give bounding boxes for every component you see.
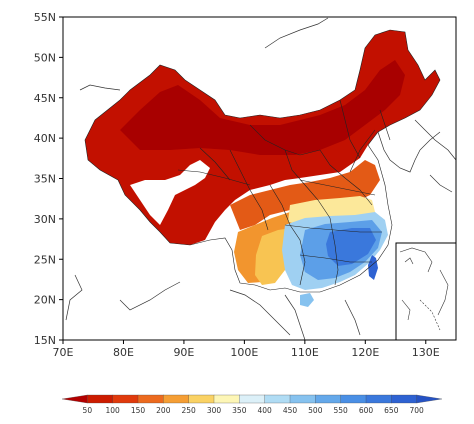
lon-label: 110E <box>291 346 319 359</box>
lat-label: 20N <box>34 294 56 307</box>
colorbar-label: 600 <box>359 406 374 415</box>
latitude-labels: 55N 50N 45N 40N 35N 30N 25N 20N 15N <box>34 11 56 347</box>
colorbar-segment <box>365 394 392 404</box>
lon-label: 130E <box>412 346 440 359</box>
colorbar-segment <box>416 394 443 404</box>
colorbar-segment <box>163 394 190 404</box>
lon-label: 90E <box>173 346 194 359</box>
colorbar-label: 350 <box>232 406 247 415</box>
lon-label: 70E <box>53 346 74 359</box>
colorbar-label: 150 <box>131 406 146 415</box>
colorbar-segment <box>188 394 215 404</box>
colorbar-segment <box>213 394 240 404</box>
lat-label: 40N <box>34 132 56 145</box>
lat-label: 15N <box>34 334 56 347</box>
lon-label: 100E <box>230 346 258 359</box>
lon-label: 120E <box>351 346 379 359</box>
colorbar-label: 300 <box>207 406 222 415</box>
inset-south-china-sea <box>395 242 457 341</box>
region-inner-mongolia <box>120 60 405 155</box>
colorbar-label: 100 <box>106 406 121 415</box>
colorbar-segment <box>137 394 164 404</box>
colorbar-segment <box>315 394 342 404</box>
colorbar-label: 500 <box>308 406 323 415</box>
coastlines <box>65 17 457 341</box>
lat-label: 25N <box>34 253 56 266</box>
colorbar-label: 50 <box>83 406 93 415</box>
longitude-labels: 70E 80E 90E 100E 110E 120E 130E <box>53 346 440 359</box>
colorbar-segment <box>340 394 367 404</box>
colorbar-segment <box>112 394 139 404</box>
region-hainan <box>300 293 314 307</box>
lat-label: 35N <box>34 173 56 186</box>
lon-label: 80E <box>113 346 134 359</box>
lat-label: 30N <box>34 213 56 226</box>
lat-label: 45N <box>34 92 56 105</box>
lat-label: 55N <box>34 11 56 24</box>
colorbar-label: 550 <box>334 406 349 415</box>
lat-label: 50N <box>34 51 56 64</box>
region-southeast-deep-blue <box>326 228 376 266</box>
colorbar-segment <box>239 394 266 404</box>
colorbar-segment <box>87 394 114 404</box>
colorbar-segment <box>61 394 88 404</box>
region-no-data-tibet <box>130 160 210 225</box>
colorbar-segment <box>264 394 291 404</box>
colorbar-label: 650 <box>384 406 399 415</box>
colorbar <box>61 394 443 404</box>
axis-ticks <box>59 16 427 344</box>
region-taiwan <box>368 255 378 280</box>
colorbar-label: 250 <box>182 406 197 415</box>
colorbar-label: 700 <box>410 406 425 415</box>
colorbar-label: 400 <box>258 406 273 415</box>
colorbar-label: 200 <box>156 406 171 415</box>
colorbar-label: 450 <box>283 406 298 415</box>
colorbar-segment <box>391 394 418 404</box>
province-borders <box>84 29 441 293</box>
colorbar-labels: 50 100 150 200 250 300 350 400 450 500 550 600 650 70… <box>83 406 424 415</box>
region-central-orange <box>230 160 380 230</box>
colorbar-segment <box>289 394 316 404</box>
